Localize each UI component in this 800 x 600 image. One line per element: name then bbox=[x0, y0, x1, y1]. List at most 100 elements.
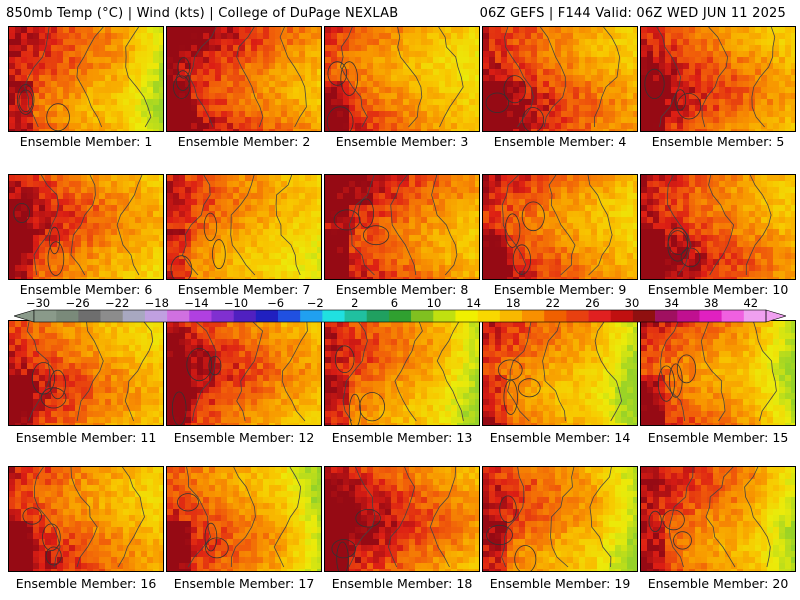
temperature-field bbox=[325, 175, 479, 279]
temperature-field bbox=[641, 321, 795, 425]
ensemble-map-panel bbox=[8, 320, 164, 426]
ensemble-map-panel bbox=[482, 466, 638, 572]
member-label: Ensemble Member: 18 bbox=[331, 576, 473, 591]
member-label: Ensemble Member: 6 bbox=[19, 282, 153, 297]
member-label: Ensemble Member: 9 bbox=[493, 282, 627, 297]
colorbar-segment bbox=[499, 310, 523, 322]
temperature-field bbox=[9, 467, 163, 571]
colorbar-segment bbox=[322, 310, 345, 322]
map-title: 850mb Temp (°C) | Wind (kts) | College o… bbox=[6, 6, 399, 21]
colorbar-segment bbox=[677, 310, 700, 322]
temperature-field bbox=[325, 27, 479, 131]
member-label: Ensemble Member: 10 bbox=[647, 282, 789, 297]
colorbar-segment bbox=[144, 310, 168, 322]
member-label: Ensemble Member: 13 bbox=[331, 430, 473, 445]
colorbar-tick-label: 6 bbox=[390, 296, 399, 310]
colorbar-segment bbox=[122, 310, 146, 322]
colorbar-segment bbox=[588, 310, 612, 322]
colorbar-segment bbox=[632, 310, 656, 322]
colorbar-tick-label: 30 bbox=[624, 296, 640, 310]
colorbar-tick-label: 18 bbox=[505, 296, 521, 310]
colorbar-tick-label: −18 bbox=[144, 296, 169, 310]
colorbar-max-arrow bbox=[765, 309, 788, 323]
temperature-field bbox=[167, 467, 321, 571]
temperature-field bbox=[167, 27, 321, 131]
colorbar-tick-label: −2 bbox=[306, 296, 324, 310]
colorbar-tick-label: 14 bbox=[466, 296, 481, 310]
temperature-field bbox=[167, 321, 321, 425]
colorbar-segment bbox=[388, 310, 412, 322]
colorbar-segment bbox=[721, 310, 745, 322]
ensemble-map-panel bbox=[166, 26, 322, 132]
ensemble-map-panel bbox=[482, 320, 638, 426]
temperature-field bbox=[641, 175, 795, 279]
colorbar-tick-label: −22 bbox=[105, 296, 130, 310]
temperature-field bbox=[167, 175, 321, 279]
colorbar-segment bbox=[411, 310, 434, 322]
colorbar-segment bbox=[544, 310, 567, 322]
colorbar-segment bbox=[366, 310, 390, 322]
temperature-field bbox=[325, 321, 479, 425]
temperature-field bbox=[641, 27, 795, 131]
colorbar-segment bbox=[566, 310, 589, 322]
colorbar-segment bbox=[255, 310, 279, 322]
colorbar-segment bbox=[189, 310, 212, 322]
colorbar-segment bbox=[300, 310, 323, 322]
temperature-field bbox=[483, 467, 637, 571]
temperature-field bbox=[9, 27, 163, 131]
ensemble-map-panel bbox=[8, 466, 164, 572]
member-label: Ensemble Member: 2 bbox=[177, 134, 311, 149]
colorbar-tick-label: 38 bbox=[703, 296, 719, 310]
colorbar-tick-label: −14 bbox=[184, 296, 209, 310]
colorbar-segment bbox=[211, 310, 234, 322]
ensemble-map-panel bbox=[166, 466, 322, 572]
ensemble-map-panel bbox=[482, 26, 638, 132]
member-label: Ensemble Member: 15 bbox=[647, 430, 789, 445]
member-label: Ensemble Member: 12 bbox=[173, 430, 315, 445]
temperature-field bbox=[9, 175, 163, 279]
colorbar-tick-label: −26 bbox=[65, 296, 90, 310]
member-label: Ensemble Member: 11 bbox=[15, 430, 157, 445]
colorbar-segment bbox=[433, 310, 456, 322]
member-label: Ensemble Member: 1 bbox=[19, 134, 153, 149]
temperature-field bbox=[483, 321, 637, 425]
member-label: Ensemble Member: 7 bbox=[177, 282, 311, 297]
colorbar-tick-label: 22 bbox=[545, 296, 561, 310]
temperature-field bbox=[9, 321, 163, 425]
colorbar-segment bbox=[344, 310, 368, 322]
colorbar-segment bbox=[78, 310, 101, 322]
colorbar-segment bbox=[34, 310, 57, 322]
colorbar-tick-label: −30 bbox=[25, 296, 51, 310]
colorbar-segment bbox=[743, 310, 767, 322]
temperature-field bbox=[483, 175, 637, 279]
colorbar-segment bbox=[477, 310, 501, 322]
ensemble-map-panel bbox=[640, 174, 796, 280]
colorbar-tick-label: 34 bbox=[664, 296, 679, 310]
member-label: Ensemble Member: 8 bbox=[335, 282, 469, 297]
ensemble-map-panel bbox=[324, 174, 480, 280]
member-label: Ensemble Member: 16 bbox=[15, 576, 157, 591]
colorbar-segment bbox=[100, 310, 124, 322]
colorbar-tick-label: −10 bbox=[223, 296, 249, 310]
colorbar-tick-label: 26 bbox=[585, 296, 600, 310]
ensemble-map-panel bbox=[8, 174, 164, 280]
temperature-field bbox=[483, 27, 637, 131]
member-label: Ensemble Member: 4 bbox=[493, 134, 627, 149]
ensemble-map-panel bbox=[324, 466, 480, 572]
colorbar-segment bbox=[699, 310, 722, 322]
member-label: Ensemble Member: 20 bbox=[647, 576, 789, 591]
member-label: Ensemble Member: 17 bbox=[173, 576, 315, 591]
ensemble-map-panel bbox=[482, 174, 638, 280]
member-label: Ensemble Member: 14 bbox=[489, 430, 631, 445]
ensemble-map-panel bbox=[640, 320, 796, 426]
colorbar-tick-label: 2 bbox=[351, 296, 359, 310]
colorbar-min-arrow bbox=[12, 309, 35, 323]
ensemble-map-panel bbox=[166, 174, 322, 280]
valid-time: 06Z GEFS | F144 Valid: 06Z WED JUN 11 20… bbox=[479, 6, 786, 21]
member-label: Ensemble Member: 19 bbox=[489, 576, 631, 591]
temperature-colorbar bbox=[12, 308, 788, 327]
colorbar-tick-label: 42 bbox=[743, 296, 759, 310]
ensemble-map-panel bbox=[640, 26, 796, 132]
ensemble-map-panel bbox=[8, 26, 164, 132]
ensemble-map-panel bbox=[640, 466, 796, 572]
